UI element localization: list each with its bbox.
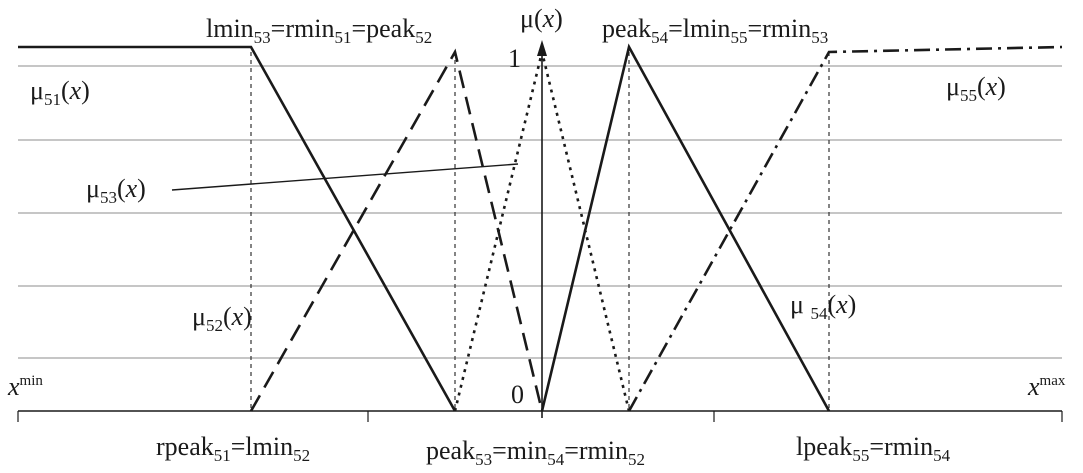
tick-label-zero: 0	[511, 380, 524, 409]
x-max-label: xmax	[1028, 372, 1066, 401]
mu54-label: μ 54(x)	[790, 290, 857, 323]
mu51-curve	[18, 45, 457, 412]
top-right-annotation: peak54=lmin55=rmin53	[602, 14, 829, 47]
mu54-curve	[540, 43, 831, 412]
mu53-leader-line	[171, 163, 519, 191]
grid-lines	[18, 65, 1062, 359]
x-min-label: xmin	[8, 372, 43, 401]
mu52-label: μ52(x)	[192, 302, 252, 335]
y-axis-arrow	[537, 40, 547, 56]
bottom-center-annotation: peak53=min54=rmin52	[426, 436, 645, 469]
mu53-label: μ53(x)	[86, 174, 146, 207]
x-axis-ticks	[17, 411, 1063, 422]
bottom-right-annotation: lpeak55=rmin54	[796, 432, 951, 465]
bottom-left-annotation: rpeak51=lmin52	[156, 432, 311, 465]
mu55-curve	[627, 45, 1063, 412]
y-axis-label: μ(x)	[520, 4, 563, 33]
tick-label-one: 1	[508, 44, 521, 73]
guide-lines	[250, 52, 830, 411]
mu52-curve	[249, 48, 544, 412]
top-left-annotation: lmin53=rmin51=peak52	[206, 14, 433, 47]
mu55-label: μ55(x)	[946, 72, 1006, 105]
mu53-curve	[453, 51, 631, 412]
mu51-label: μ51(x)	[30, 76, 90, 109]
